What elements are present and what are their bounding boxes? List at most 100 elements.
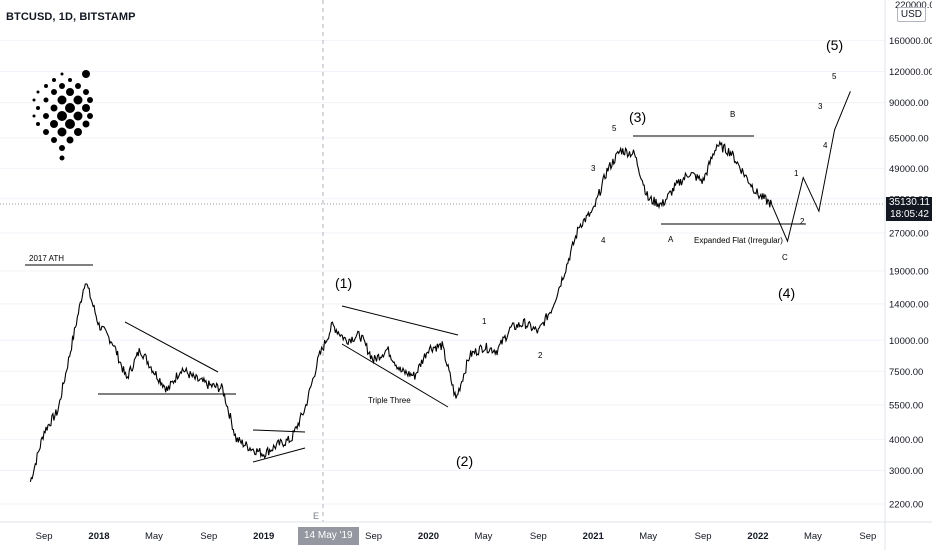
proj-wave-3-label: 3: [818, 102, 823, 111]
logo-dot: [57, 111, 67, 121]
wave-c-label: C: [782, 253, 788, 262]
time-tick-label: 2018: [88, 531, 109, 542]
triple-three-lower-line: [341, 343, 449, 408]
logo-dot: [32, 114, 36, 118]
time-tick-label: 2022: [747, 531, 768, 542]
hexagon-logo-icon: [32, 70, 93, 161]
triple-three-label: Triple Three: [368, 396, 411, 405]
wave5-major-label: (5): [826, 37, 843, 53]
logo-dot: [32, 98, 36, 102]
logo-dot: [66, 136, 74, 144]
price-tick-label: 65000.00: [889, 133, 929, 144]
logo-dot: [82, 120, 90, 128]
sub-wave-3-label: 3: [591, 164, 596, 173]
proj-wave-1-label: 1: [794, 169, 799, 178]
wave4-major-label: (4): [778, 285, 795, 301]
sub-wave-4-label: 4: [601, 236, 606, 245]
logo-dot: [50, 104, 58, 112]
wedge-upper-line: [252, 429, 306, 433]
logo-dot: [66, 88, 74, 96]
price-tick-label: 160000.00: [889, 36, 932, 47]
logo-dot: [50, 120, 58, 128]
sub-wave-1-label: 1: [482, 317, 487, 326]
proj-wave-5-label: 5: [832, 72, 837, 81]
time-tick-label: May: [474, 531, 492, 542]
event-marker[interactable]: E: [313, 511, 320, 521]
time-tick-label: May: [639, 531, 657, 542]
symbol-title[interactable]: BTCUSD, 1D, BITSTAMP: [6, 11, 136, 23]
logo-dot: [43, 129, 49, 135]
triangle-upper-line: [124, 321, 219, 373]
price-series-line: [29, 140, 773, 483]
proj-wave-4-label: 4: [823, 141, 828, 150]
countdown-tag: 18:05:42: [886, 209, 932, 221]
sub-wave-5-label: 5: [612, 124, 617, 133]
expanded-flat-label: Expanded Flat (Irregular): [694, 236, 783, 245]
logo-dot: [87, 97, 93, 103]
time-tick-label: 2021: [583, 531, 605, 542]
logo-dot: [59, 155, 65, 161]
logo-dot: [65, 103, 75, 113]
logo-dot: [75, 83, 81, 89]
price-tick-label: 49000.00: [889, 164, 929, 175]
logo-dot: [73, 95, 83, 105]
price-tick-label: 19000.00: [889, 266, 929, 277]
time-tick-label: 2019: [253, 531, 274, 542]
price-tick-label: 7500.00: [889, 367, 923, 378]
logo-dot: [83, 89, 89, 95]
price-tick-label: 10000.00: [889, 336, 929, 347]
pattern-lines: [25, 135, 806, 463]
current-price-tag: 35130.11: [886, 197, 932, 209]
logo-dot: [57, 127, 67, 137]
price-tick-label: 5500.00: [889, 400, 923, 411]
price-tick-label: 2200.00: [889, 500, 923, 511]
wave2-major-label: (2): [456, 453, 473, 469]
crosshair-date-tag: 14 May '19: [298, 527, 359, 545]
time-tick-label: May: [145, 531, 163, 542]
logo-dot: [36, 90, 40, 94]
price-tick-label: 3000.00: [889, 466, 923, 477]
logo-dot: [87, 113, 93, 119]
time-tick-label: Sep: [530, 531, 547, 542]
brand-logo: [30, 70, 94, 181]
time-tick-label: Sep: [695, 531, 712, 542]
logo-dot: [57, 95, 67, 105]
logo-dot: [59, 83, 65, 89]
wave-b-label: B: [730, 110, 735, 119]
projection-line: [771, 91, 851, 243]
time-tick-label: May: [804, 531, 822, 542]
wave-a-label: A: [668, 235, 674, 244]
sub-wave-2-label: 2: [538, 351, 543, 360]
time-tick-label: Sep: [200, 531, 217, 542]
triple-three-upper-line: [341, 305, 459, 336]
price-tick-label: 4000.00: [889, 435, 923, 446]
logo-dot: [36, 106, 40, 110]
ath-label: 2017 ATH: [29, 254, 64, 263]
price-tick-label-top: 220000.00: [895, 0, 932, 11]
proj-wave-2-label: 2: [800, 217, 805, 226]
time-tick-label: Sep: [365, 531, 382, 542]
logo-dot: [59, 145, 65, 151]
price-tick-label: 14000.00: [889, 299, 929, 310]
wave3-major-label: (3): [629, 109, 646, 125]
logo-dot: [60, 72, 64, 76]
logo-dot: [44, 84, 48, 88]
logo-dot: [52, 78, 56, 82]
currency-selector[interactable]: USD: [896, 7, 926, 22]
price-tick-label: 27000.00: [889, 228, 929, 239]
time-tick-label: 2020: [418, 531, 439, 542]
logo-dot: [43, 113, 49, 119]
logo-dot: [73, 111, 83, 121]
logo-dot: [65, 119, 75, 129]
price-tick-label: 120000.00: [889, 67, 932, 78]
time-tick-label: Sep: [859, 531, 876, 542]
wedge-lower-line: [252, 447, 306, 463]
logo-dot: [82, 70, 90, 78]
price-tick-label: 90000.00: [889, 98, 929, 109]
logo-dot: [82, 104, 90, 112]
logo-dot: [36, 122, 40, 126]
logo-dot: [51, 137, 57, 143]
logo-dot: [51, 89, 57, 95]
logo-dot: [43, 97, 49, 103]
